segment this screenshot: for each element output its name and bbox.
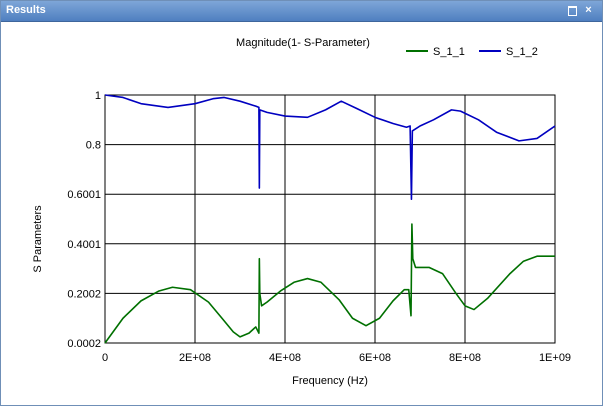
title-bar: Results ×	[1, 1, 602, 22]
x-tick-label: 2E+08	[179, 352, 211, 364]
x-tick-label: 4E+08	[269, 352, 301, 364]
y-tick-label: 0.4001	[67, 239, 101, 251]
y-axis-label: S Parameters	[32, 205, 44, 273]
close-icon[interactable]: ×	[585, 4, 592, 16]
x-tick-label: 0	[102, 352, 108, 364]
y-tick-labels: 0.0002 0.2002 0.4001 0.6001 0.8 1	[67, 90, 101, 350]
x-tick-labels: 0 2E+08 4E+08 6E+08 8E+08 1E+09	[102, 352, 571, 364]
chart-title: Magnitude(1- S-Parameter)	[236, 37, 370, 49]
x-tick-label: 8E+08	[449, 352, 481, 364]
x-tick-label: 6E+08	[359, 352, 391, 364]
x-axis-label: Frequency (Hz)	[292, 375, 368, 387]
legend: S_1_1 S_1_2	[406, 46, 538, 58]
legend-label: S_1_2	[506, 46, 538, 58]
chart-area: Magnitude(1- S-Parameter) 0 2E+08 4E+08 6E+…	[1, 22, 602, 405]
legend-label: S_1_1	[433, 46, 465, 58]
s-parameter-chart: Magnitude(1- S-Parameter) 0 2E+08 4E+08 6E+…	[32, 37, 571, 387]
window-title: Results	[6, 4, 46, 16]
grid-lines	[104, 94, 556, 344]
series-line-s-1-2	[104, 94, 556, 200]
y-tick-label: 1	[95, 90, 101, 102]
y-tick-label: 0.2002	[67, 288, 101, 300]
x-tick-label: 1E+09	[539, 352, 571, 364]
series-line-s-1-1	[104, 223, 555, 344]
y-tick-label: 0.8	[86, 140, 101, 152]
maximize-icon[interactable]	[566, 4, 579, 17]
y-tick-label: 0.6001	[67, 189, 101, 201]
y-tick-label: 0.0002	[67, 338, 101, 350]
series-lines	[104, 94, 556, 344]
plot-frame	[104, 94, 556, 344]
